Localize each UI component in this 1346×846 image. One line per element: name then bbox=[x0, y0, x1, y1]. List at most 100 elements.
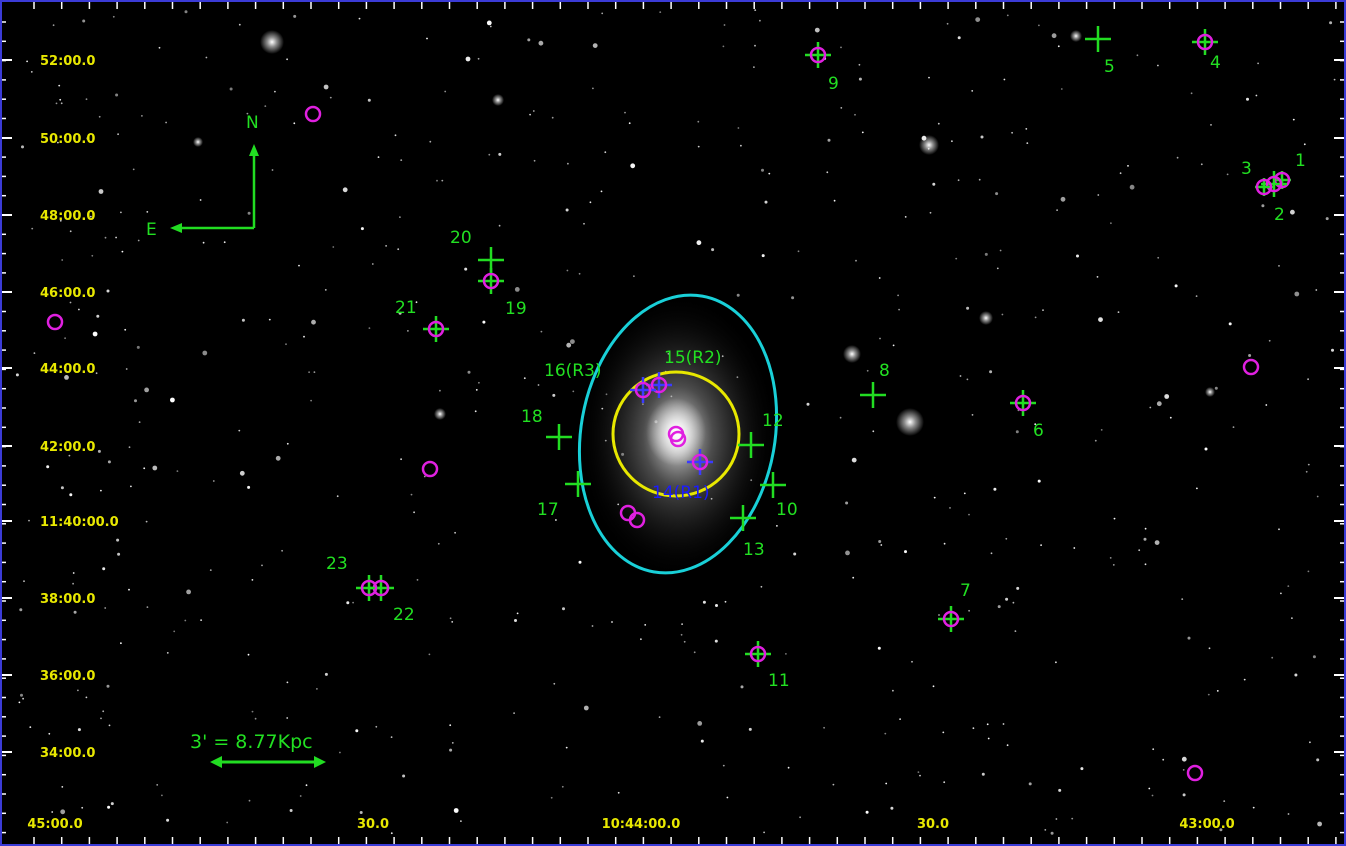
star bbox=[659, 11, 662, 14]
star bbox=[161, 794, 163, 797]
star bbox=[97, 449, 101, 453]
star bbox=[20, 693, 23, 697]
star bbox=[28, 519, 30, 522]
star bbox=[1096, 276, 1099, 278]
star bbox=[1248, 354, 1252, 357]
star bbox=[892, 689, 894, 692]
star bbox=[247, 485, 251, 489]
star bbox=[453, 808, 459, 813]
star bbox=[540, 330, 543, 333]
star bbox=[1097, 194, 1100, 196]
source-10: 10 bbox=[760, 472, 798, 520]
star bbox=[878, 277, 881, 279]
star bbox=[22, 697, 24, 700]
star bbox=[158, 46, 161, 49]
star bbox=[975, 17, 981, 22]
star bbox=[1037, 479, 1041, 483]
star bbox=[1290, 209, 1295, 215]
star bbox=[1196, 487, 1198, 490]
north-arrowhead bbox=[249, 144, 259, 156]
star bbox=[86, 136, 90, 140]
source-label-15: 15(R2) bbox=[664, 348, 722, 368]
star bbox=[1303, 143, 1306, 146]
bright-stars bbox=[193, 30, 1215, 436]
star bbox=[324, 289, 327, 291]
star bbox=[1148, 787, 1151, 790]
star bbox=[1181, 756, 1187, 762]
star bbox=[884, 732, 887, 735]
star bbox=[69, 230, 72, 233]
star bbox=[911, 660, 913, 663]
star bbox=[1056, 209, 1058, 212]
star bbox=[1034, 316, 1037, 319]
star bbox=[917, 771, 920, 773]
star bbox=[360, 227, 364, 231]
star bbox=[128, 588, 130, 591]
star bbox=[449, 748, 453, 752]
star bbox=[332, 246, 335, 248]
star bbox=[1050, 831, 1054, 835]
background-stars bbox=[15, 9, 1336, 835]
star bbox=[367, 98, 371, 102]
star bbox=[1110, 222, 1112, 225]
star bbox=[879, 337, 881, 340]
star bbox=[951, 140, 953, 143]
star bbox=[1287, 813, 1290, 815]
star bbox=[98, 115, 101, 118]
star bbox=[1117, 311, 1120, 313]
star bbox=[1219, 828, 1223, 832]
star bbox=[630, 163, 636, 169]
star bbox=[60, 486, 64, 490]
star bbox=[371, 263, 374, 265]
star bbox=[937, 122, 940, 125]
star bbox=[478, 381, 480, 384]
star bbox=[385, 245, 387, 247]
star bbox=[514, 287, 520, 292]
star bbox=[423, 475, 426, 478]
star bbox=[464, 267, 468, 271]
star bbox=[700, 739, 704, 743]
star bbox=[144, 387, 150, 393]
star bbox=[48, 732, 51, 735]
star bbox=[628, 122, 631, 125]
star bbox=[761, 168, 764, 172]
source-6: 6 bbox=[1010, 390, 1044, 441]
star bbox=[205, 56, 208, 59]
star bbox=[658, 716, 661, 718]
dec-tick-label: 36:00.0 bbox=[40, 669, 95, 684]
star bbox=[375, 725, 378, 728]
star bbox=[644, 624, 647, 626]
star bbox=[1280, 592, 1282, 595]
star bbox=[488, 153, 491, 156]
source-label-22: 22 bbox=[393, 605, 415, 625]
star bbox=[787, 766, 790, 769]
star bbox=[1157, 256, 1160, 259]
star bbox=[1006, 744, 1009, 747]
star bbox=[851, 457, 857, 463]
ra-tick-label: 30.0 bbox=[917, 817, 949, 832]
star bbox=[1331, 348, 1334, 352]
star bbox=[64, 375, 69, 380]
dec-tick-label: 34:00.0 bbox=[40, 746, 95, 761]
star bbox=[1181, 598, 1184, 600]
source-label-7: 7 bbox=[960, 581, 971, 601]
star bbox=[1151, 794, 1154, 797]
source-label-13: 13 bbox=[743, 540, 765, 560]
star bbox=[400, 159, 403, 162]
star bbox=[72, 572, 75, 574]
star bbox=[943, 542, 946, 545]
star bbox=[1112, 564, 1115, 566]
ra-tick-label: 45:00.0 bbox=[27, 817, 82, 832]
star bbox=[633, 275, 635, 278]
source-23: 23 bbox=[326, 554, 382, 601]
source-label-19: 19 bbox=[505, 299, 527, 319]
star bbox=[64, 337, 66, 340]
star bbox=[77, 728, 81, 732]
star bbox=[413, 511, 415, 514]
source-20: 20 bbox=[450, 228, 504, 273]
star bbox=[352, 601, 354, 604]
star bbox=[1182, 769, 1185, 771]
star bbox=[996, 267, 999, 270]
star bbox=[52, 24, 55, 27]
star bbox=[938, 614, 940, 616]
